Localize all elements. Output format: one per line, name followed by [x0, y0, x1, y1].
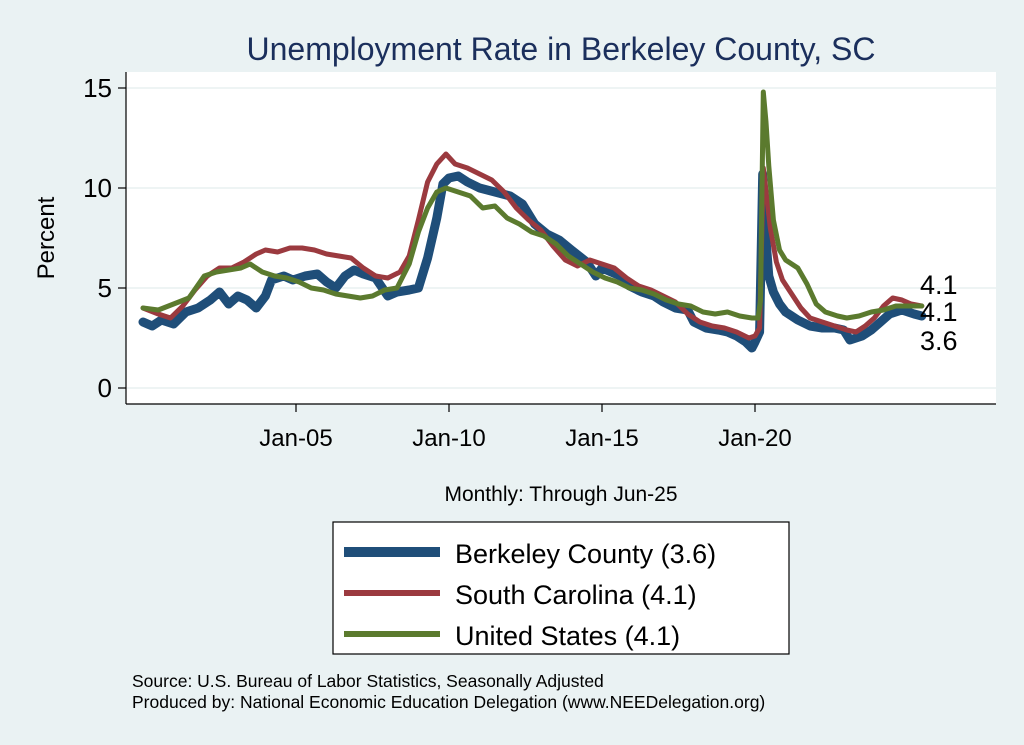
x-tick-label-jan-05: Jan-05 — [259, 425, 332, 452]
y-ticks: 0 5 10 15 — [83, 73, 126, 403]
x-tick-label-jan-20: Jan-20 — [718, 425, 791, 452]
end-label-south-carolina: 4.1 — [920, 297, 958, 327]
legend: Berkeley County (3.6) South Carolina (4.… — [332, 521, 790, 655]
y-tick-label-0: 0 — [98, 373, 112, 403]
legend-label-united-states: United States (4.1) — [455, 621, 680, 651]
end-label-united-states: 4.1 — [920, 270, 958, 300]
end-label-berkeley: 3.6 — [920, 326, 958, 356]
x-axis-label: Monthly: Through Jun-25 — [444, 483, 677, 506]
y-tick-label-15: 15 — [83, 73, 112, 103]
series-line-south-carolina — [140, 151, 925, 341]
series-lines — [138, 89, 927, 353]
legend-label-berkeley: Berkeley County (3.6) — [455, 539, 716, 569]
end-labels: 4.1 4.1 3.6 — [920, 270, 958, 356]
series-line-united-states — [140, 89, 925, 321]
legend-label-south-carolina: South Carolina (4.1) — [455, 580, 697, 610]
chart-title: Unemployment Rate in Berkeley County, SC — [246, 31, 875, 67]
y-tick-label-5: 5 — [98, 273, 112, 303]
y-axis-label: Percent — [33, 196, 60, 279]
source-line: Source: U.S. Bureau of Labor Statistics,… — [132, 671, 604, 691]
source-notes: Source: U.S. Bureau of Labor Statistics,… — [132, 671, 765, 713]
y-tick-label-10: 10 — [83, 173, 112, 203]
produced-by-line: Produced by: National Economic Education… — [132, 692, 766, 712]
x-tick-label-jan-15: Jan-15 — [565, 425, 638, 452]
x-tick-label-jan-10: Jan-10 — [412, 425, 485, 452]
x-ticks: Jan-05 Jan-10 Jan-15 Jan-20 — [259, 404, 792, 452]
